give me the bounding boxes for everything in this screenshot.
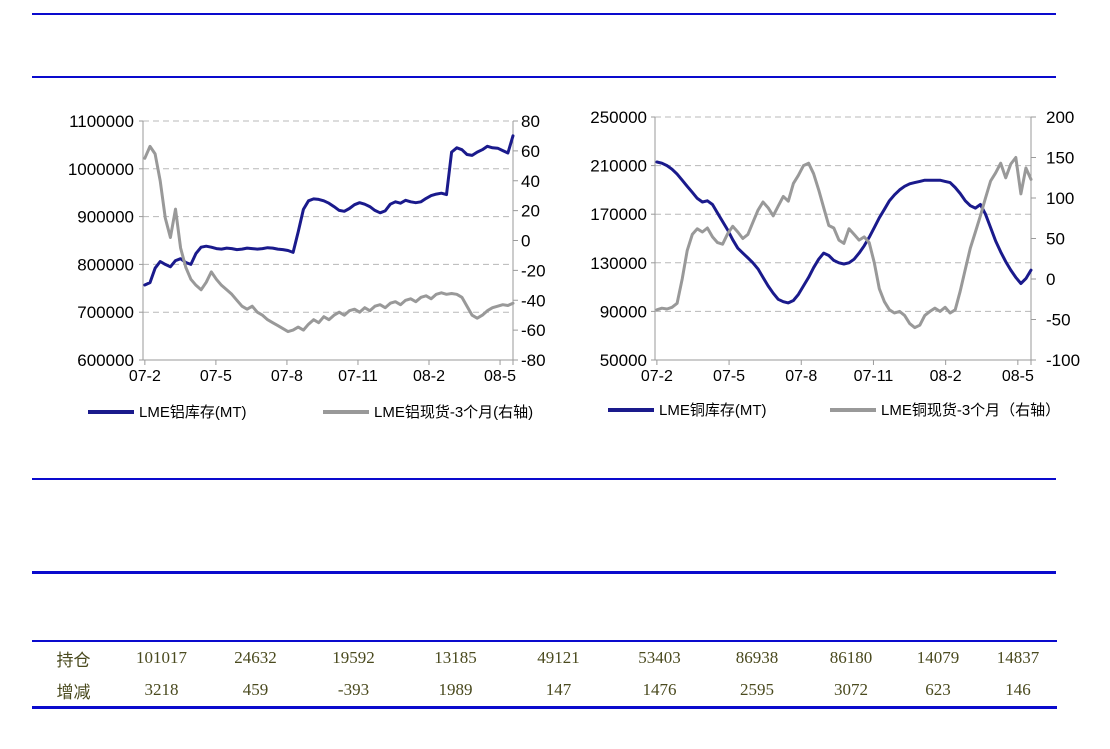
table-cell: 86938 <box>735 648 779 667</box>
y-axis-left-label: 250000 <box>590 108 647 127</box>
table-cell: 49121 <box>537 648 580 667</box>
x-axis-label: 08-5 <box>484 368 516 385</box>
series-line <box>143 134 515 287</box>
y-axis-left-label: 600000 <box>77 351 134 370</box>
y-axis-right-label: -20 <box>521 261 546 280</box>
legend-copper-inventory: LME铜库存(MT) <box>608 399 767 420</box>
table-cell: 13185 <box>434 648 477 667</box>
x-axis-label: 07-5 <box>713 368 745 385</box>
positions-table: 持仓 101017 24632 19592 13185 49121 53403 86938 86… <box>32 640 1057 709</box>
y-axis-right-label: -80 <box>521 351 546 370</box>
x-axis-label: 07-8 <box>271 368 303 385</box>
legend-label: LME铜现货-3个月（右轴） <box>881 402 1061 419</box>
legend-label: LME铜库存(MT) <box>659 402 767 419</box>
table-cell: 53403 <box>638 648 681 667</box>
y-axis-left-label: 900000 <box>77 208 134 227</box>
y-axis-right-label: 200 <box>1046 108 1074 127</box>
x-axis-label: 07-5 <box>200 368 232 385</box>
x-axis-label: 07-8 <box>785 368 817 385</box>
table-cell: 19592 <box>332 648 375 667</box>
row-label: 持仓 <box>56 650 91 670</box>
table-cell: 1989 <box>438 680 473 699</box>
y-axis-left-label: 800000 <box>77 255 134 274</box>
y-axis-right-label: -100 <box>1046 351 1080 370</box>
y-axis-right-label: 50 <box>1046 230 1065 249</box>
series-line <box>143 144 515 334</box>
table-cell: 623 <box>925 680 951 699</box>
y-axis-left-label: 210000 <box>590 157 647 176</box>
table-cell: 2595 <box>740 680 774 699</box>
horizontal-rule-mid-1 <box>32 478 1056 480</box>
y-axis-left-label: 50000 <box>600 351 647 370</box>
legend-label: LME铝库存(MT) <box>139 404 247 421</box>
y-axis-right-label: -50 <box>1046 311 1071 330</box>
x-axis-label: 08-2 <box>413 368 445 385</box>
copper-chart-canvas: 250000 210000 170000 130000 90000 50000 200 150… <box>590 108 1080 385</box>
copper-cash-line-sample <box>830 407 876 412</box>
horizontal-rule-top-2 <box>32 76 1056 78</box>
x-axis-label: 07-2 <box>129 368 161 385</box>
legend-label: LME铝现货-3个月(右轴) <box>374 404 534 421</box>
y-axis-right-label: 60 <box>521 142 540 161</box>
y-axis-right-label: 0 <box>521 232 530 251</box>
horizontal-rule-mid-2 <box>32 571 1056 574</box>
aluminum-chart-canvas: 1100000 1000000 900000 800000 700000 600000 80… <box>68 112 546 385</box>
series-line <box>655 156 1033 330</box>
y-axis-right-label: 0 <box>1046 270 1055 289</box>
copper-inventory-line-sample <box>608 407 654 412</box>
y-axis-right-label: 20 <box>521 202 540 221</box>
table-cell: 24632 <box>234 648 277 667</box>
aluminum-inventory-line-sample <box>88 409 134 414</box>
table-cell: 14837 <box>996 648 1040 667</box>
table-cell: 101017 <box>136 648 187 667</box>
row-label: 增减 <box>56 682 91 702</box>
y-axis-right-label: 100 <box>1046 189 1074 208</box>
legend-aluminum-inventory: LME铝库存(MT) <box>88 401 247 422</box>
table-cell: 459 <box>242 680 269 699</box>
table-row: 持仓 101017 24632 19592 13185 49121 53403 86938 86… <box>32 641 1057 674</box>
y-axis-left-label: 1100000 <box>69 112 134 131</box>
table-cell: 86180 <box>829 648 873 667</box>
table-cell: 146 <box>1005 680 1031 699</box>
table-cell: 14079 <box>916 648 960 667</box>
y-axis-left-label: 700000 <box>77 303 134 322</box>
series-line <box>655 160 1033 305</box>
chart-lme-aluminum: 1100000 1000000 900000 800000 700000 600000 80… <box>46 91 551 437</box>
y-axis-right-label: 40 <box>521 172 540 191</box>
table-cell: 147 <box>545 680 572 699</box>
table-row: 增减 3218 459 -393 1989 147 1476 2595 3072 623 146 <box>32 674 1057 708</box>
y-axis-right-label: 150 <box>1046 149 1074 168</box>
y-axis-left-label: 90000 <box>600 302 647 321</box>
x-axis-label: 08-5 <box>1002 368 1034 385</box>
x-axis-label: 07-11 <box>854 368 894 385</box>
table-cell: 3218 <box>144 680 179 699</box>
aluminum-cash-line-sample <box>323 409 369 414</box>
table-cell: 3072 <box>834 680 868 699</box>
legend-copper-cash: LME铜现货-3个月（右轴） <box>830 399 1060 420</box>
y-axis-left-label: 170000 <box>590 205 647 224</box>
x-axis-label: 08-2 <box>930 368 962 385</box>
horizontal-rule-top-1 <box>32 13 1056 15</box>
table-cell: 1476 <box>642 680 677 699</box>
y-axis-right-label: -40 <box>521 291 546 310</box>
y-axis-left-label: 130000 <box>590 254 647 273</box>
y-axis-right-label: 80 <box>521 112 540 131</box>
chart-lme-copper: 250000 210000 170000 130000 90000 50000 200 150… <box>573 85 1083 432</box>
x-axis-label: 07-11 <box>338 368 378 385</box>
y-axis-right-label: -60 <box>521 321 546 340</box>
legend-aluminum-cash: LME铝现货-3个月(右轴) <box>323 401 533 422</box>
table-cell: -393 <box>337 680 370 699</box>
y-axis-left-label: 1000000 <box>68 160 134 179</box>
x-axis-label: 07-2 <box>641 368 673 385</box>
